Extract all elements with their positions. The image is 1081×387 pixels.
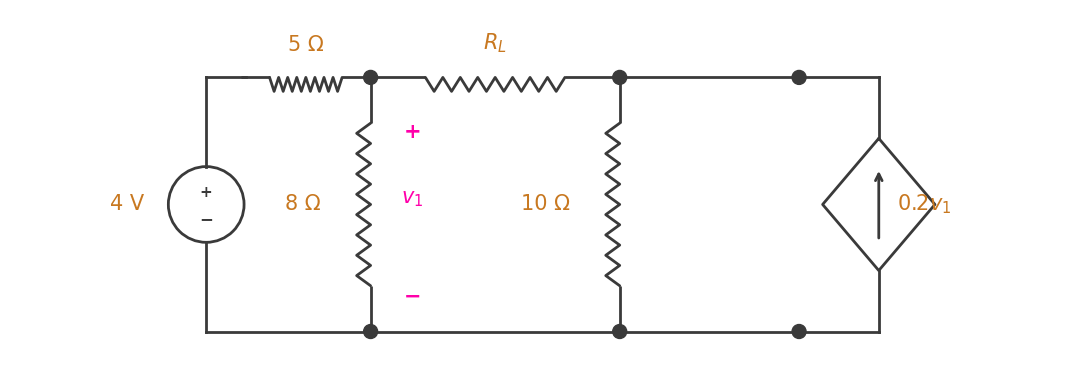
Text: $0.2v_1$: $0.2v_1$ [897, 193, 951, 216]
Circle shape [613, 70, 627, 84]
Text: 4 V: 4 V [110, 194, 145, 214]
Text: +: + [403, 122, 422, 142]
Circle shape [363, 70, 377, 84]
Circle shape [613, 325, 627, 339]
Text: 5 Ω: 5 Ω [288, 36, 323, 55]
Circle shape [792, 70, 806, 84]
Circle shape [792, 325, 806, 339]
Text: $R_L$: $R_L$ [483, 32, 507, 55]
Text: 10 Ω: 10 Ω [521, 194, 570, 214]
Circle shape [363, 325, 377, 339]
Text: −: − [403, 287, 422, 307]
Text: +: + [200, 185, 213, 200]
Text: $v_1$: $v_1$ [401, 190, 424, 209]
Text: 8 Ω: 8 Ω [285, 194, 321, 214]
Text: −: − [199, 210, 213, 228]
